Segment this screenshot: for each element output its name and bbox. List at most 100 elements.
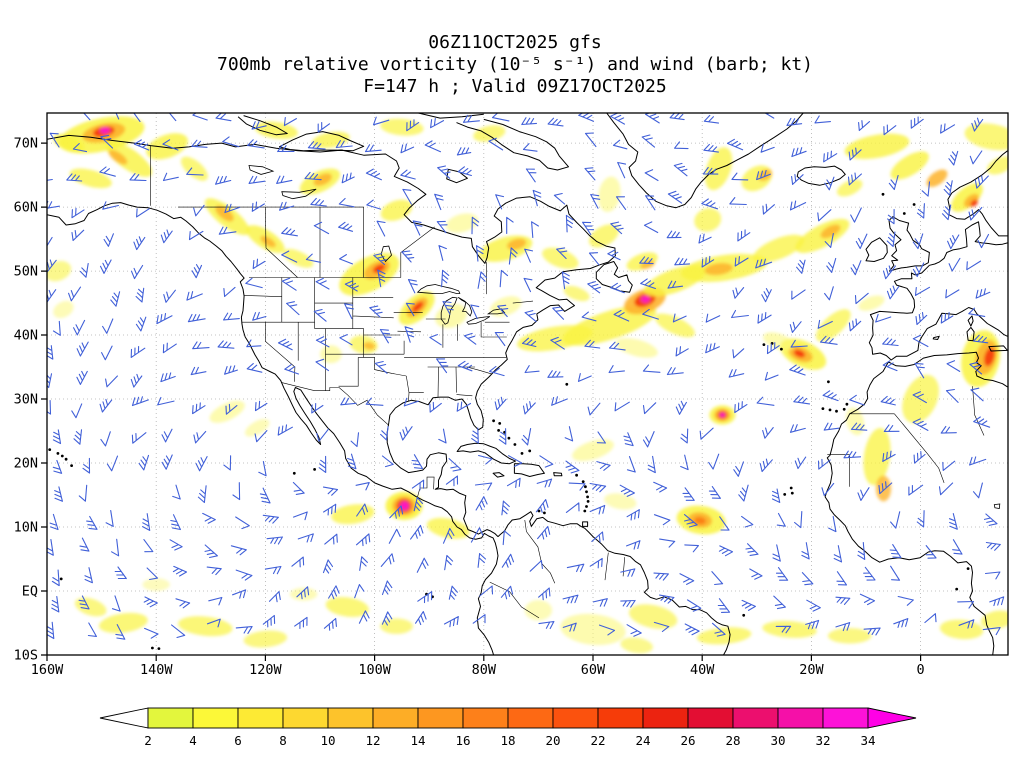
island-dot — [827, 380, 830, 384]
vorticity-blob — [435, 303, 468, 329]
vorticity-blob — [641, 295, 650, 303]
colorbar-tick-label: 18 — [500, 733, 515, 748]
colorbar-tick-label: 34 — [860, 733, 875, 748]
island-dot — [313, 468, 316, 471]
political-borders-path — [150, 145, 985, 619]
island-dot — [842, 407, 846, 411]
colorbar-tick-label: 6 — [234, 733, 242, 748]
colorbar-segment — [552, 707, 599, 729]
island-dot — [157, 647, 161, 650]
title-valid-time: F=147 h ; Valid 09Z17OCT2025 — [363, 76, 666, 97]
vorticity-blob — [704, 263, 733, 276]
colorbar-tick-label: 12 — [365, 733, 380, 748]
island-dot — [492, 419, 495, 423]
island-dot — [507, 436, 511, 440]
vorticity-blob — [289, 587, 318, 601]
island-dot — [790, 491, 794, 495]
island-dot — [575, 473, 578, 477]
island-dot — [789, 486, 793, 490]
vorticity-blob — [180, 156, 208, 181]
vorticity-blob — [507, 238, 527, 250]
island-dot — [48, 448, 52, 451]
vorticity-blob — [178, 616, 233, 637]
colorbar-tick-label: 30 — [770, 733, 785, 748]
vorticity-blob — [572, 439, 614, 462]
vorticity-blob — [620, 637, 653, 654]
vorticity-blob — [753, 234, 805, 263]
vorticity-blob — [626, 252, 658, 271]
island-dot — [586, 500, 590, 503]
vorticity-blob — [260, 235, 276, 248]
vorticity-blob — [696, 627, 752, 645]
island-dot — [584, 485, 587, 489]
lat-axis-label: 40N — [14, 328, 38, 344]
vorticity-blob — [105, 141, 153, 177]
vorticity-blob — [858, 295, 885, 311]
island-dot — [70, 464, 73, 467]
lon-axis-label: 80W — [472, 662, 497, 678]
colorbar-tick-label: 26 — [680, 733, 695, 748]
island-dot — [881, 192, 885, 196]
vorticity-blob — [489, 296, 522, 317]
island-dot — [845, 402, 849, 406]
vorticity-blob — [845, 407, 865, 436]
island-dot — [537, 509, 541, 513]
lon-axis-label: 20W — [799, 662, 824, 678]
colorbar-tick-label: 2 — [144, 733, 152, 748]
vorticity-blob — [380, 618, 413, 634]
coastlines-and-borders — [47, 113, 1008, 655]
vorticity-blob — [926, 169, 948, 188]
island-dot — [780, 347, 783, 351]
colorbar-segment — [777, 707, 824, 729]
island-dot — [498, 422, 502, 425]
vorticity-blob — [939, 619, 984, 640]
colorbar-segment — [237, 707, 284, 729]
lon-axis-label: 140W — [140, 662, 173, 678]
colorbar-tick-label: 20 — [545, 733, 560, 748]
vorticity-blob — [694, 516, 706, 525]
vorticity-blob — [372, 264, 386, 273]
colorbar-arrow-left — [99, 707, 149, 729]
vorticity-blob — [412, 301, 424, 313]
colorbar-tick-label: 32 — [815, 733, 830, 748]
vorticity-blob — [984, 347, 995, 367]
island-dot — [912, 203, 916, 206]
title-init-time: 06Z11OCT2025 gfs — [428, 32, 601, 53]
lat-axis-label: 50N — [14, 264, 38, 280]
wind-barbs-path — [47, 113, 1005, 640]
vorticity-blob — [615, 337, 658, 358]
island-dot — [497, 429, 500, 432]
vorticity-blob — [363, 342, 376, 350]
island-dot — [821, 407, 825, 410]
lon-axis-label: 60W — [581, 662, 606, 678]
lat-axis-label: 20N — [14, 456, 38, 472]
colorbar-arrow-right — [867, 707, 917, 729]
vorticity-blob — [142, 578, 170, 591]
vorticity-blob — [844, 133, 910, 159]
colorbar: 2 4 6 8 10 12 14 16 18 20 22 24 26 28 30 32 34 — [99, 707, 917, 748]
colorbar-tick-label: 22 — [590, 733, 605, 748]
vorticity-blob — [53, 133, 85, 153]
lat-axis-label: 10S — [14, 648, 38, 664]
island-dot — [966, 567, 970, 570]
colorbar-tick-label: 4 — [189, 733, 197, 748]
island-dot — [902, 212, 906, 215]
colorbar-segment — [597, 707, 644, 729]
colorbar-segment — [732, 707, 779, 729]
colorbar-segment — [372, 707, 419, 729]
island-dot — [528, 449, 532, 453]
vorticity-blob — [74, 597, 107, 617]
vorticity-blob — [719, 412, 726, 418]
map-frame-border — [46, 112, 1009, 656]
vorticity-blob — [524, 600, 553, 621]
colorbar-segment — [507, 707, 554, 729]
lakes-path — [248, 165, 1001, 509]
lat-axis-label: 30N — [14, 392, 38, 408]
vorticity-blob — [563, 285, 590, 302]
lon-axis-label: 40W — [690, 662, 715, 678]
axis-ticks-path — [41, 142, 922, 661]
island-dot — [742, 613, 746, 617]
vorticity-blob — [108, 149, 128, 165]
vorticity-blob — [694, 208, 722, 232]
lat-axis-label: 10N — [14, 520, 38, 536]
